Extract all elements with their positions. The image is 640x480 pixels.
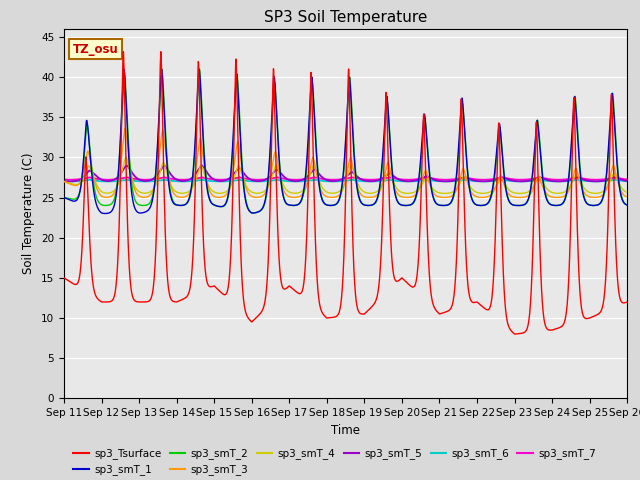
Y-axis label: Soil Temperature (C): Soil Temperature (C) (22, 153, 35, 275)
X-axis label: Time: Time (331, 424, 360, 437)
Text: TZ_osu: TZ_osu (72, 43, 118, 56)
Title: SP3 Soil Temperature: SP3 Soil Temperature (264, 10, 428, 25)
Legend: sp3_Tsurface, sp3_smT_1, sp3_smT_2, sp3_smT_3, sp3_smT_4, sp3_smT_5, sp3_smT_6, : sp3_Tsurface, sp3_smT_1, sp3_smT_2, sp3_… (69, 444, 600, 480)
